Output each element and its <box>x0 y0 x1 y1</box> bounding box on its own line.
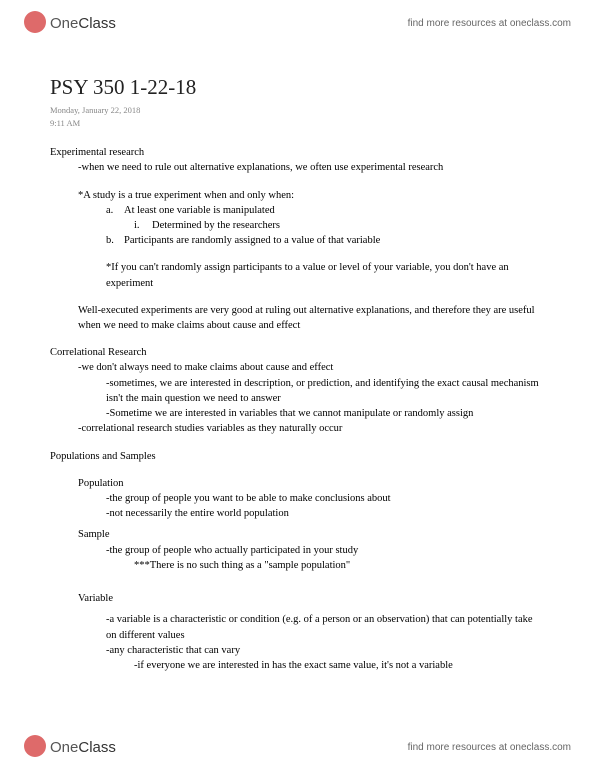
logo-word-one: One <box>50 15 78 32</box>
section-variable-head: Variable <box>78 591 545 606</box>
note-line: -if everyone we are interested in has th… <box>134 658 545 673</box>
note-line: ***There is no such thing as a "sample p… <box>134 558 545 573</box>
note-line: *If you can't randomly assign participan… <box>106 260 545 290</box>
list-marker: b. <box>106 233 124 248</box>
logo-text: OneClass <box>50 15 116 32</box>
note-line: -correlational research studies variable… <box>78 421 545 436</box>
list-item: i. Determined by the researchers <box>134 218 545 233</box>
logo-icon <box>24 11 46 33</box>
header-tagline-link[interactable]: find more resources at oneclass.com <box>408 18 571 29</box>
header-bar: OneClass find more resources at oneclass… <box>0 0 595 42</box>
brand-logo-footer[interactable]: OneClass <box>24 736 116 758</box>
list-item: b. Participants are randomly assigned to… <box>106 233 545 248</box>
list-item: a. At least one variable is manipulated <box>106 203 545 218</box>
brand-logo[interactable]: OneClass <box>24 12 116 34</box>
logo-word-class: Class <box>78 739 116 756</box>
section-experimental-head: Experimental research <box>50 145 545 160</box>
note-line: Well-executed experiments are very good … <box>78 303 545 333</box>
list-text: Participants are randomly assigned to a … <box>124 233 380 248</box>
note-line: -any characteristic that can vary <box>106 643 545 658</box>
section-correlational-head: Correlational Research <box>50 345 545 360</box>
note-line: -a variable is a characteristic or condi… <box>106 612 545 642</box>
note-line: -we don't always need to make claims abo… <box>78 360 545 375</box>
footer-tagline-link[interactable]: find more resources at oneclass.com <box>408 742 571 753</box>
logo-word-class: Class <box>78 15 116 32</box>
subhead-sample: Sample <box>78 527 545 542</box>
list-marker: a. <box>106 203 124 218</box>
footer-bar: OneClass find more resources at oneclass… <box>0 728 595 770</box>
subhead-population: Population <box>78 476 545 491</box>
list-text: At least one variable is manipulated <box>124 203 275 218</box>
note-line: -sometimes, we are interested in descrip… <box>106 376 545 406</box>
doc-time: 9:11 AM <box>50 117 545 129</box>
logo-text: OneClass <box>50 739 116 756</box>
note-line: -Sometime we are interested in variables… <box>106 406 545 421</box>
document-body: PSY 350 1-22-18 Monday, January 22, 2018… <box>0 42 595 683</box>
logo-icon <box>24 735 46 757</box>
list-marker: i. <box>134 218 152 233</box>
list-text: Determined by the researchers <box>152 218 280 233</box>
note-line: -the group of people you want to be able… <box>106 491 545 506</box>
note-line: -not necessarily the entire world popula… <box>106 506 545 521</box>
note-line: -when we need to rule out alternative ex… <box>78 160 545 175</box>
logo-word-one: One <box>50 739 78 756</box>
page-title: PSY 350 1-22-18 <box>50 72 545 102</box>
note-line: *A study is a true experiment when and o… <box>78 188 545 203</box>
note-line: -the group of people who actually partic… <box>106 543 545 558</box>
doc-date: Monday, January 22, 2018 <box>50 104 545 116</box>
section-populations-head: Populations and Samples <box>50 449 545 464</box>
